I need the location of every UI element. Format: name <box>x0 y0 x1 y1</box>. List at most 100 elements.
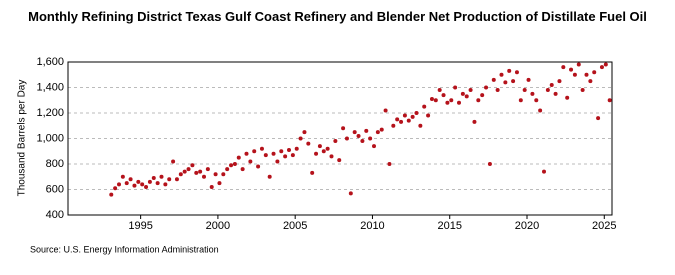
point <box>557 79 562 84</box>
point <box>163 182 168 187</box>
point <box>236 155 241 160</box>
point <box>449 98 454 103</box>
point <box>283 154 288 159</box>
point <box>580 88 585 93</box>
x-tick-label: 2020 <box>515 220 539 232</box>
point <box>275 159 280 164</box>
point <box>229 163 234 168</box>
point <box>306 141 311 146</box>
point <box>530 91 535 96</box>
x-tick-label: 2005 <box>283 220 307 232</box>
point <box>464 94 469 99</box>
point <box>549 82 554 87</box>
point <box>534 98 539 103</box>
point <box>310 170 315 175</box>
point <box>198 169 203 174</box>
point <box>144 184 149 189</box>
point <box>186 167 191 172</box>
point <box>171 159 176 164</box>
point <box>205 167 210 172</box>
point <box>232 162 237 166</box>
point <box>271 151 276 156</box>
point <box>182 169 187 174</box>
point <box>174 177 179 182</box>
point <box>190 163 195 168</box>
point <box>267 174 272 179</box>
point <box>418 123 423 128</box>
point <box>460 91 465 96</box>
point <box>468 88 473 93</box>
point <box>511 79 516 84</box>
point <box>109 192 114 197</box>
point <box>414 111 419 115</box>
point <box>526 77 531 82</box>
point <box>178 172 183 177</box>
point <box>256 164 261 169</box>
y-tick-label: 400 <box>46 209 64 221</box>
point <box>603 62 608 67</box>
x-tick-label: 2010 <box>360 220 384 232</box>
point <box>132 183 137 188</box>
point <box>480 93 485 98</box>
x-tick-label: 2000 <box>206 220 230 232</box>
point <box>140 182 145 187</box>
point <box>538 108 543 113</box>
point <box>321 149 326 154</box>
point <box>607 98 612 103</box>
point <box>240 167 245 172</box>
point <box>426 113 431 118</box>
point <box>433 98 438 103</box>
point <box>422 104 427 109</box>
point <box>522 88 527 93</box>
y-tick-label: 800 <box>46 158 64 170</box>
point <box>565 95 570 100</box>
point <box>244 151 249 156</box>
point <box>472 119 477 124</box>
point <box>120 174 125 179</box>
chart-title: Monthly Refining District Texas Gulf Coa… <box>28 9 647 24</box>
y-tick-label: 1,000 <box>36 132 64 144</box>
point <box>518 98 523 103</box>
point <box>356 133 361 138</box>
point <box>314 151 319 156</box>
point <box>221 172 226 177</box>
point <box>287 147 291 152</box>
point <box>294 146 299 151</box>
point <box>553 91 558 96</box>
y-tick-label: 600 <box>46 183 64 195</box>
point <box>147 179 152 184</box>
point <box>348 191 353 196</box>
point <box>375 130 380 135</box>
point <box>599 65 604 70</box>
point <box>402 113 407 118</box>
point <box>391 123 396 128</box>
point <box>487 162 492 166</box>
point <box>225 167 230 172</box>
point <box>213 172 218 177</box>
y-tick-label: 1,400 <box>36 81 64 93</box>
point <box>545 88 550 93</box>
point <box>302 130 307 135</box>
point <box>499 72 504 77</box>
point <box>410 114 415 119</box>
point <box>155 181 160 186</box>
point <box>429 96 434 101</box>
y-tick-label: 1,600 <box>36 56 64 68</box>
point <box>445 100 450 105</box>
point <box>453 85 458 90</box>
point <box>379 127 384 132</box>
plot-frame <box>67 61 613 216</box>
point <box>596 116 601 121</box>
point <box>337 158 342 163</box>
point <box>117 182 121 187</box>
point <box>561 65 566 70</box>
point <box>437 88 442 93</box>
point <box>209 184 214 189</box>
y-tick-label: 1,200 <box>36 107 64 119</box>
source-note: Source: U.S. Energy Information Administ… <box>30 244 219 254</box>
point <box>484 85 489 90</box>
point <box>584 72 589 77</box>
point <box>159 174 164 179</box>
